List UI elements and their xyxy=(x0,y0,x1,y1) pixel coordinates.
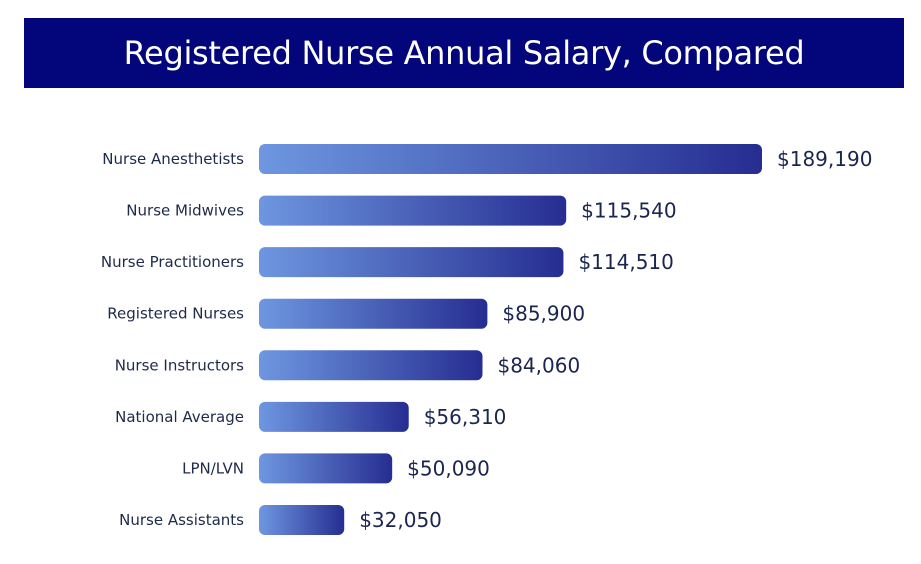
category-label: LPN/LVN xyxy=(182,459,244,477)
bar xyxy=(259,350,483,381)
category-label: Registered Nurses xyxy=(107,305,244,323)
value-label: $50,090 xyxy=(407,456,490,480)
value-label: $115,540 xyxy=(581,199,676,223)
bar xyxy=(259,144,762,174)
category-label: Nurse Assistants xyxy=(119,511,244,529)
bar xyxy=(259,195,567,226)
bar xyxy=(259,453,393,484)
category-label: Nurse Practitioners xyxy=(101,253,244,271)
value-label: $114,510 xyxy=(578,250,673,274)
bar xyxy=(259,298,488,329)
bar xyxy=(259,505,345,535)
category-label: Nurse Midwives xyxy=(126,202,244,220)
category-label: Nurse Anesthetists xyxy=(102,150,244,168)
bar xyxy=(259,401,409,432)
title-banner: Registered Nurse Annual Salary, Compared xyxy=(24,18,904,88)
value-label: $84,060 xyxy=(497,353,580,377)
chart-title: Registered Nurse Annual Salary, Compared xyxy=(123,34,805,72)
value-label: $56,310 xyxy=(424,405,507,429)
bars-group: Nurse Anesthetists $189,190 Nurse Midwives… xyxy=(101,144,872,535)
category-label: Nurse Instructors xyxy=(115,356,244,374)
category-label: National Average xyxy=(115,408,244,426)
value-label: $189,190 xyxy=(777,147,872,171)
bar xyxy=(259,247,564,278)
value-label: $32,050 xyxy=(359,508,442,532)
value-label: $85,900 xyxy=(502,302,585,326)
